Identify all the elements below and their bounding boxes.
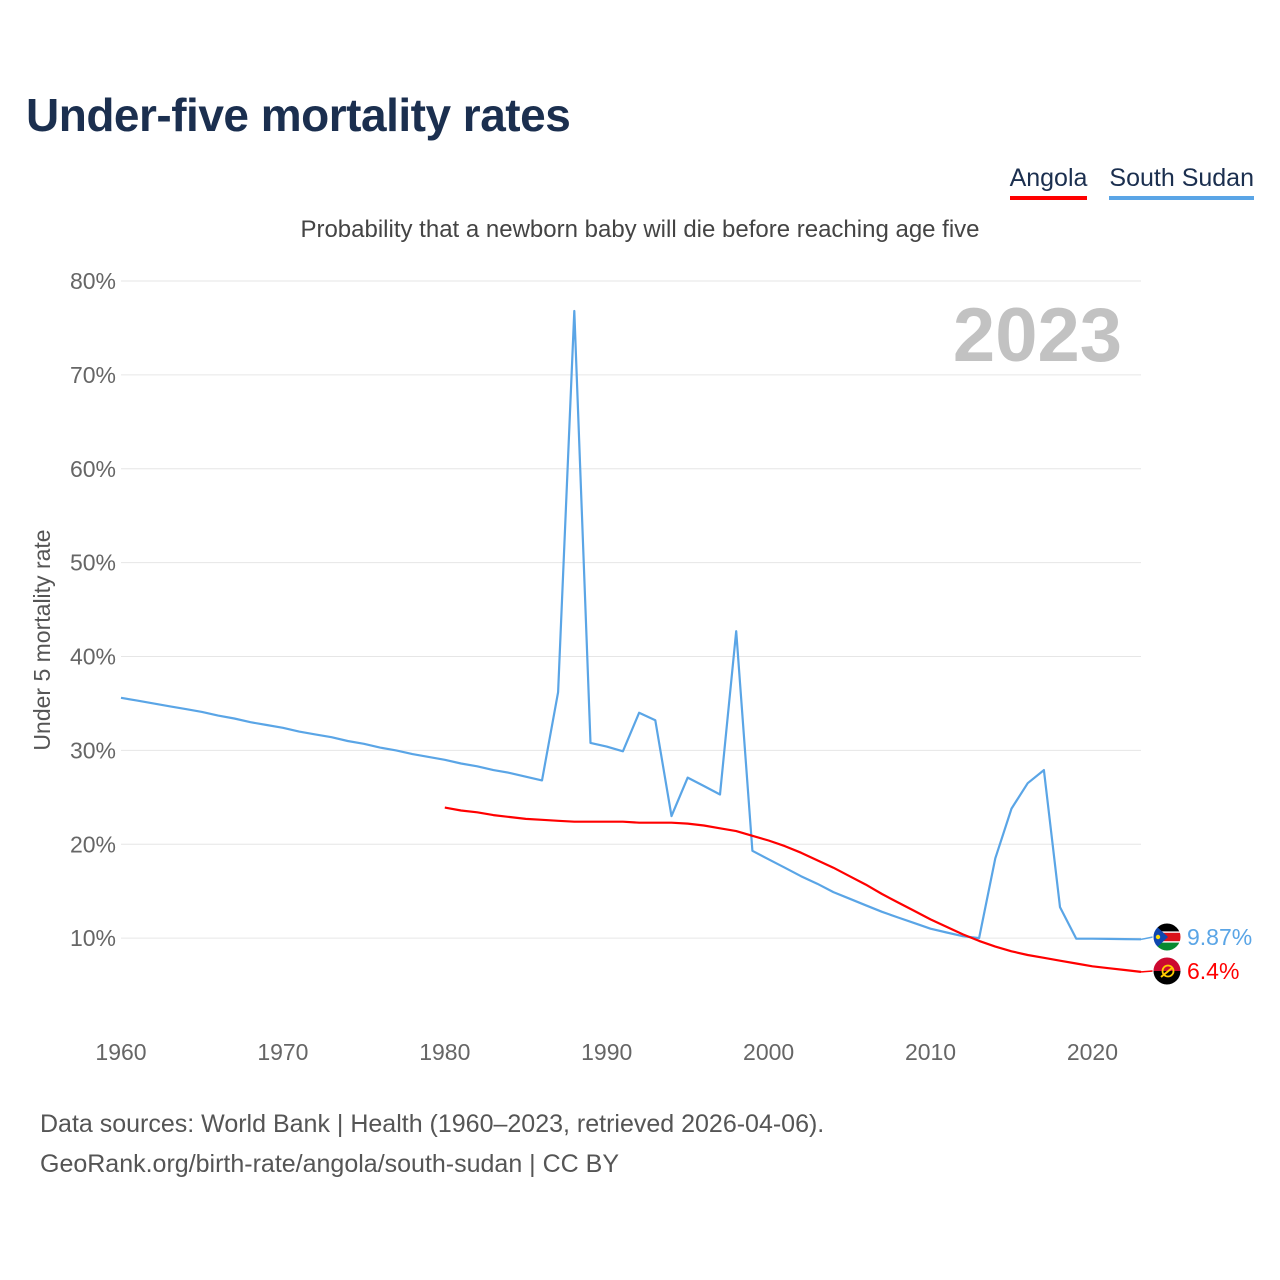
source-line-2[interactable]: GeoRank.org/birth-rate/angola/south-suda… xyxy=(40,1150,620,1178)
y-axis-ticks: 10% 20% 30% 40% 50% 60% 70% 80% xyxy=(70,268,116,951)
leader-line-angola xyxy=(1140,970,1154,973)
end-markers: 9.87% 6.4% xyxy=(1140,922,1252,986)
x-tick-label: 1980 xyxy=(419,1039,470,1065)
x-tick-label: 2020 xyxy=(1067,1039,1118,1065)
flag-south-sudan-icon xyxy=(1152,922,1182,952)
x-axis-ticks: 1960 1970 1980 1990 2000 2010 2020 xyxy=(95,1039,1118,1065)
x-tick-label: 1970 xyxy=(257,1039,308,1065)
y-tick-label: 60% xyxy=(70,456,116,482)
y-tick-label: 30% xyxy=(70,737,116,763)
y-tick-label: 40% xyxy=(70,644,116,670)
x-tick-label: 1990 xyxy=(581,1039,632,1065)
legend: Angola South Sudan xyxy=(1009,164,1254,200)
chart-subtitle: Probability that a newborn baby will die… xyxy=(300,216,980,243)
series-line-angola xyxy=(444,806,1142,973)
line-chart: 10% 20% 30% 40% 50% 60% 70% 80% 1960 1970 1980 199… xyxy=(29,268,1252,1065)
flag-angola-icon xyxy=(1152,956,1182,986)
leader-line-south-sudan xyxy=(1140,936,1154,941)
legend-item-angola[interactable]: Angola xyxy=(1009,164,1088,200)
y-tick-label: 70% xyxy=(70,362,116,388)
gridlines xyxy=(121,280,1141,939)
y-axis-label: Under 5 mortality rate xyxy=(29,529,55,750)
y-tick-label: 20% xyxy=(70,831,116,857)
source-line-1: Data sources: World Bank | Health (1960–… xyxy=(40,1110,825,1138)
source-note: Data sources: World Bank | Health (1960–… xyxy=(40,1104,824,1184)
series-line-south-sudan xyxy=(120,309,1142,941)
x-tick-label: 2000 xyxy=(743,1039,794,1065)
end-value-label-angola: 6.4% xyxy=(1187,958,1239,984)
legend-item-south-sudan[interactable]: South Sudan xyxy=(1109,164,1254,200)
series-lines xyxy=(120,309,1142,973)
end-value-label-south-sudan: 9.87% xyxy=(1187,924,1252,950)
chart-title: Under-five mortality rates xyxy=(26,89,571,141)
y-tick-label: 50% xyxy=(70,550,116,576)
year-badge: 2023 xyxy=(953,293,1122,378)
y-tick-label: 10% xyxy=(70,925,116,951)
x-tick-label: 1960 xyxy=(95,1039,146,1065)
y-tick-label: 80% xyxy=(70,268,116,294)
x-tick-label: 2010 xyxy=(905,1039,956,1065)
